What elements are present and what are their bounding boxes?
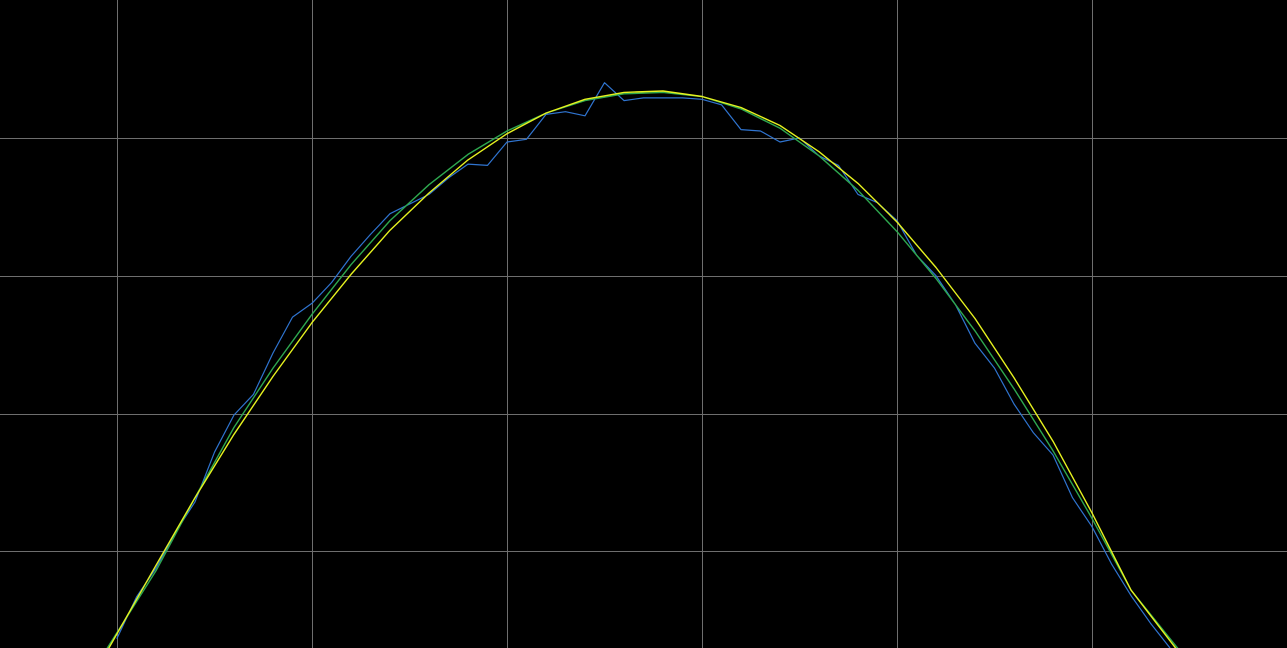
vertical-gridlines (117, 0, 1093, 648)
noisy-data-line-0 (116, 82, 1171, 648)
fit-curve-line-2 (108, 90, 1177, 648)
series-lines (106, 82, 1179, 648)
fit-curve-line-1 (106, 91, 1179, 648)
horizontal-gridlines (0, 138, 1287, 552)
